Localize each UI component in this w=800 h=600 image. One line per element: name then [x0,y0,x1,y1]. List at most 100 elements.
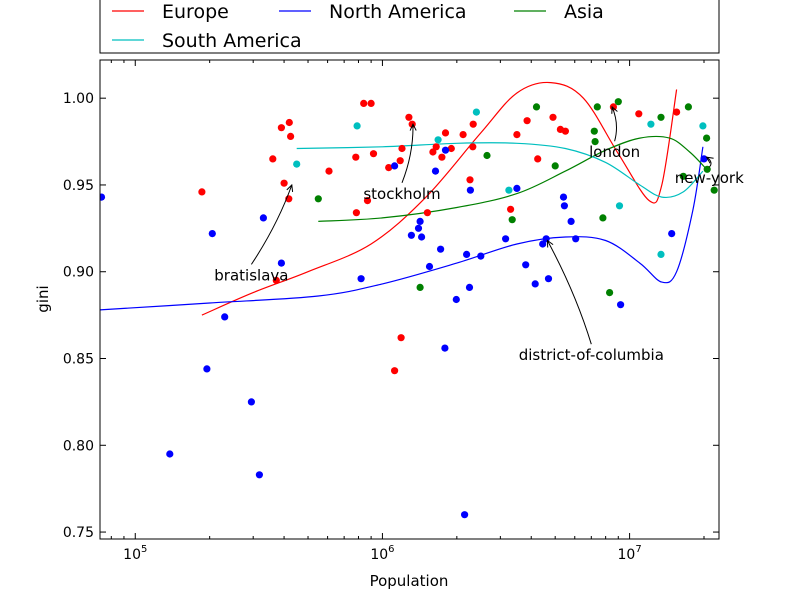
point-europe [269,155,277,163]
x-tick-exponent: 7 [635,544,641,555]
point-north-america [522,261,530,269]
annotation-label: stockholm [363,185,440,203]
x-tick-exponent: 5 [141,544,147,555]
point-south-america [699,122,707,130]
point-europe [469,143,477,151]
point-europe [429,148,437,156]
trend-line-north-america [100,146,704,311]
annotation-arrowhead [611,105,618,114]
point-north-america [461,511,469,519]
point-europe [507,205,515,213]
point-asia [679,172,687,180]
point-asia [606,289,614,297]
point-europe [447,144,455,153]
point-north-america [572,235,580,243]
point-asia [614,98,622,106]
point-north-america [221,313,229,321]
annotation-arrow [250,184,293,265]
annotation-arrowhead [705,156,714,164]
point-north-america [357,275,365,283]
annotation-arrowhead [409,123,417,131]
legend-label-south-america: South America [162,30,302,52]
x-tick-base: 10 [370,547,388,563]
point-asia [532,103,541,111]
point-north-america [277,259,285,267]
point-europe [441,129,450,137]
point-europe [423,209,431,217]
point-europe [385,164,393,172]
trend-line-europe [201,81,678,316]
point-north-america [441,344,449,352]
y-tick-label: 0.95 [63,178,94,194]
y-tick-label: 0.85 [63,352,94,368]
point-north-america [166,450,174,458]
point-north-america [513,184,521,192]
annotation-label: london [589,143,640,161]
point-north-america [539,240,547,248]
point-europe [369,150,378,158]
point-north-america [247,398,255,406]
point-asia [483,151,491,160]
point-asia [703,165,711,173]
point-europe [459,131,467,139]
point-europe [534,155,542,163]
point-north-america [668,230,676,238]
point-europe [272,276,280,284]
x-tick-label: 106 [370,544,394,563]
point-asia [657,113,665,121]
annotation-label: bratislava [214,266,288,284]
legend-label-asia: Asia [564,1,604,23]
point-europe [513,131,521,139]
annotation-label: new-york [675,169,744,187]
annotations: bratislava stockholm district-of-columbia l… [214,105,744,364]
point-europe [523,117,531,125]
annotation-bratislava: bratislava [214,183,294,284]
point-europe [432,143,440,151]
point-north-america [431,167,440,175]
trend-line-south-america [296,142,704,198]
point-asia [590,127,598,135]
point-north-america [441,146,450,154]
point-asia [416,283,424,291]
point-europe [391,367,399,375]
point-north-america [259,214,267,222]
point-europe [405,113,413,121]
point-north-america [255,471,263,479]
annotation-london: london [589,105,640,161]
annotation-stockholm: stockholm [363,123,441,203]
legend-label-europe: Europe [162,1,229,23]
point-north-america [559,193,568,201]
point-north-america [700,155,708,163]
point-north-america [502,235,510,243]
point-asia [508,216,516,224]
point-europe [352,209,360,217]
x-axis-label: Population [370,572,449,590]
point-asia [314,195,322,203]
trend-line-asia [318,135,708,222]
point-asia [599,214,607,222]
point-north-america [544,275,553,283]
point-europe [325,167,333,175]
point-asia [684,103,693,111]
point-europe [438,153,446,161]
y-tick-label: 0.90 [63,265,94,281]
annotation-label: district-of-columbia [519,346,664,364]
point-south-america [505,186,513,194]
x-tick-base: 10 [123,547,141,563]
point-europe [549,113,557,121]
point-europe [561,127,570,135]
point-europe [469,120,477,128]
legend: Europe North America Asia South America [99,0,720,54]
point-north-america [425,262,434,271]
point-europe [198,188,206,196]
point-asia [703,134,711,142]
point-europe [277,124,285,132]
point-asia [593,103,601,111]
y-tick-label: 0.75 [63,525,94,541]
point-europe [398,144,406,153]
point-north-america [100,193,106,201]
point-north-america [437,245,445,253]
point-north-america [617,301,625,309]
point-north-america [567,217,575,225]
